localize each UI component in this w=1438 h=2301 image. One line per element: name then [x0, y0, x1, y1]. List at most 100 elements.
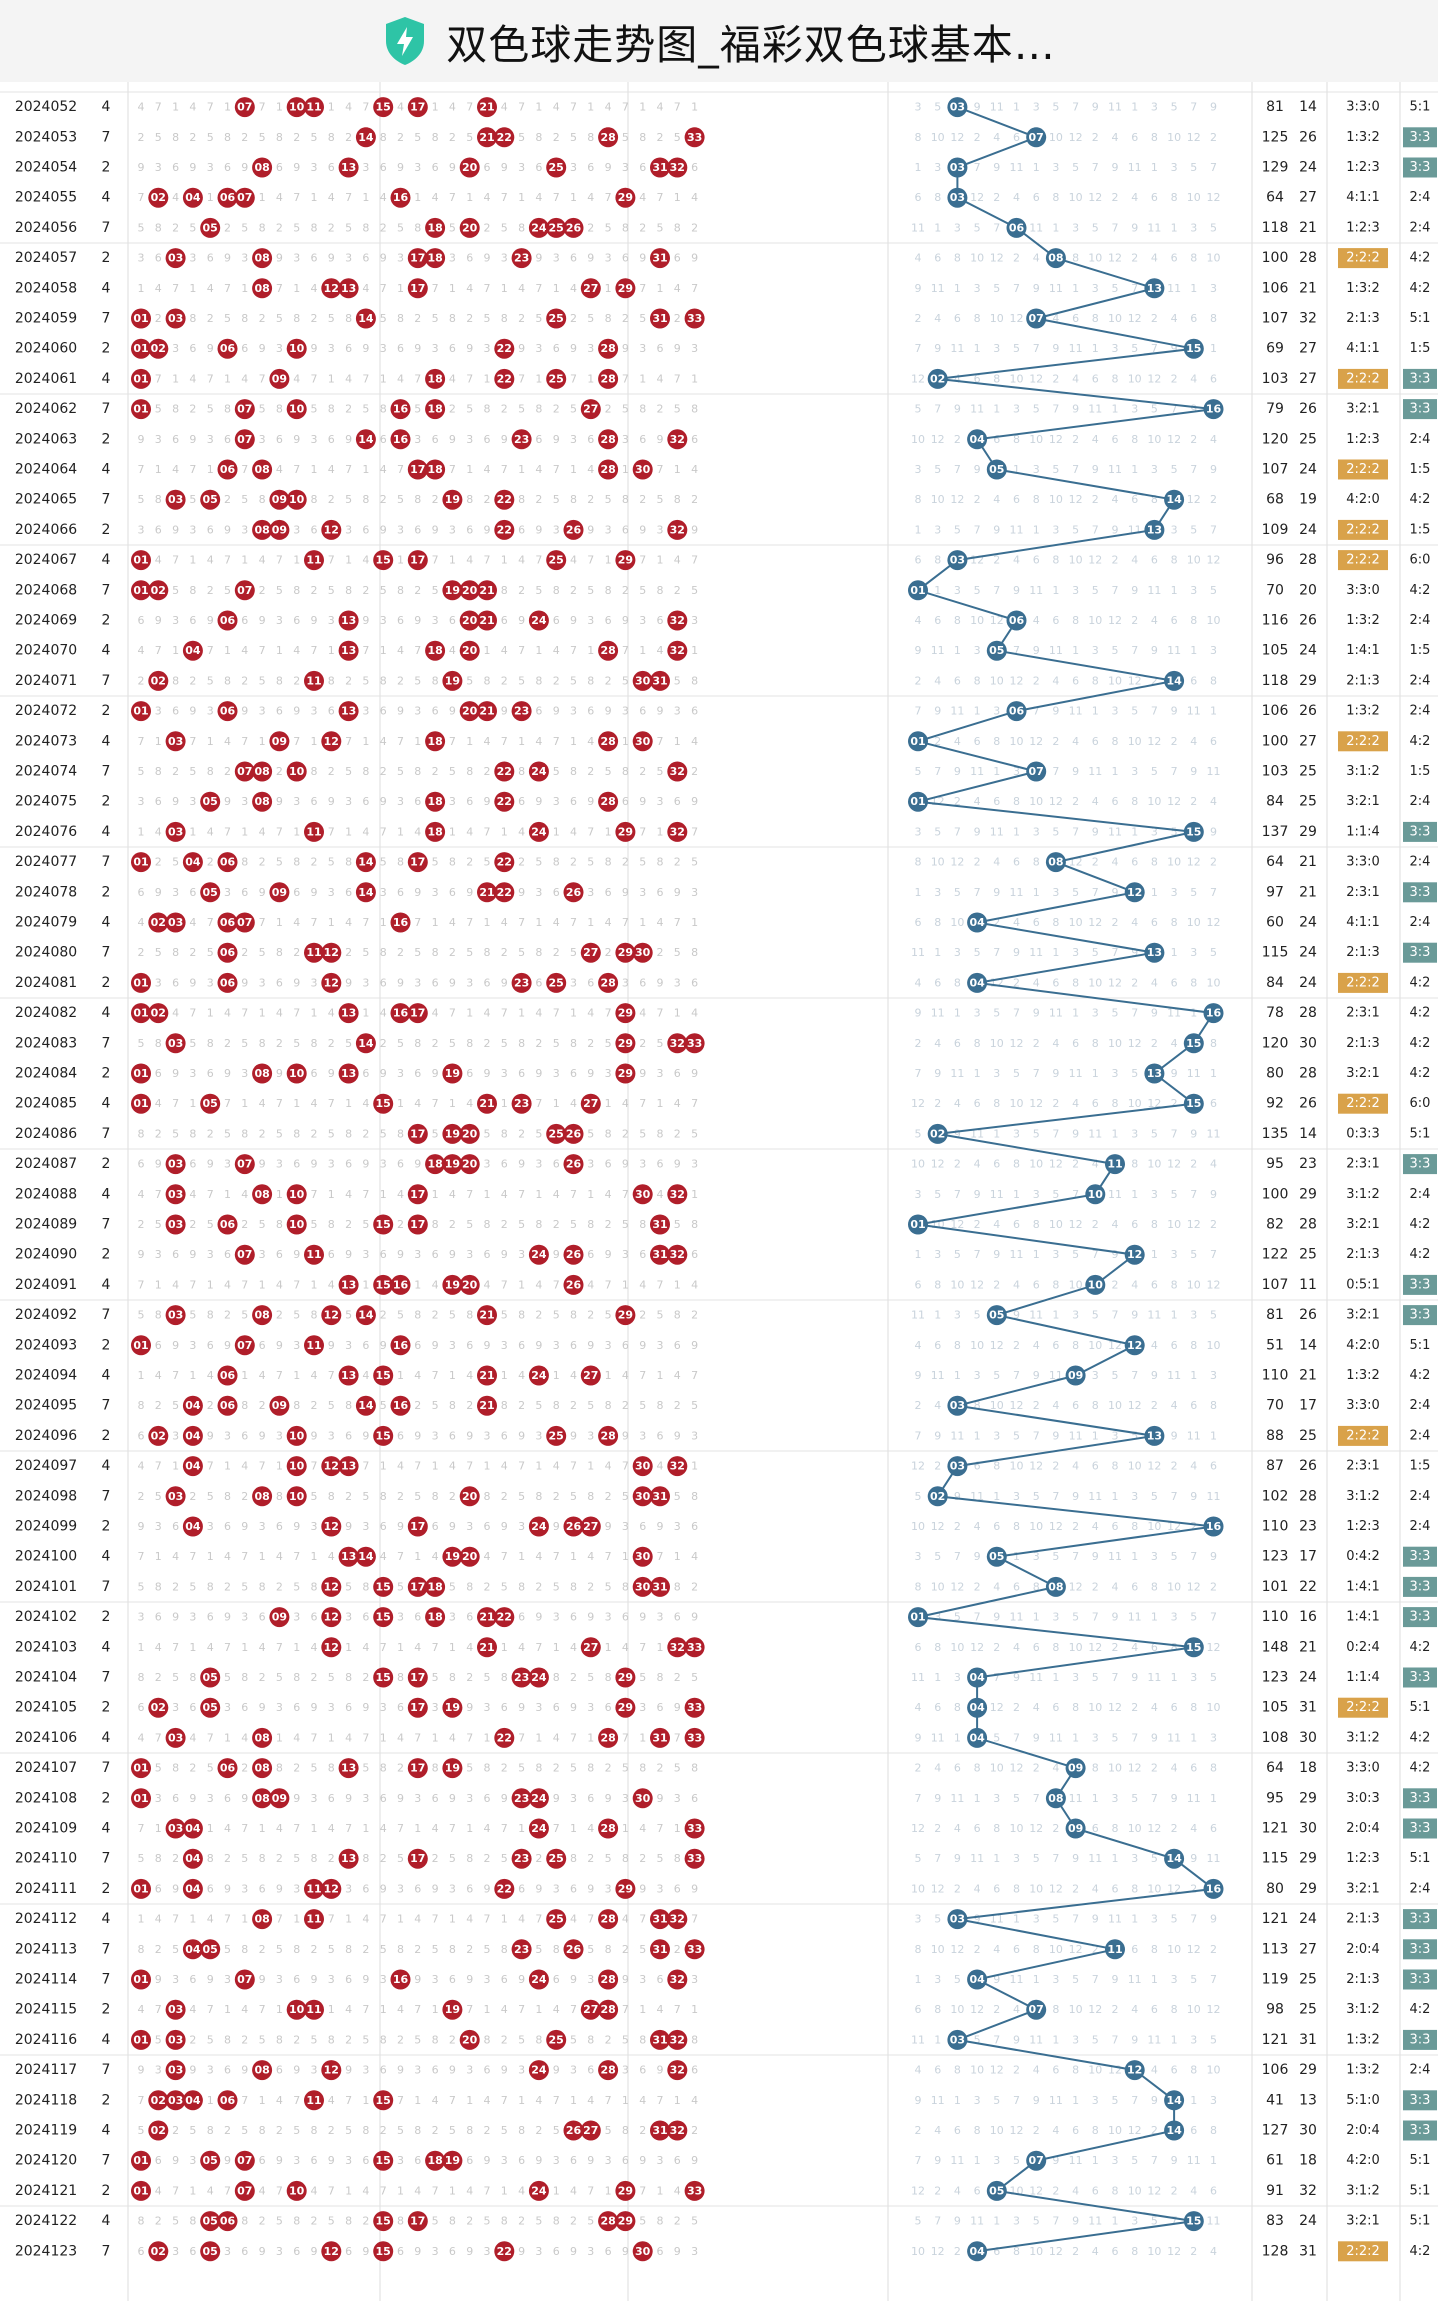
- miss-count: 9: [657, 2064, 664, 2077]
- miss-count: 1: [657, 1641, 664, 1654]
- trend-chart-table[interactable]: 4 7 1 4 7 1 7 1 1 4 7 4 1 4 7 4 7 1 4 7 1 4 7 1 4 7 1 3 5 9 11 1 3 5 7 9 11 1…: [0, 82, 1438, 2301]
- table-row[interactable]: [0, 846, 1438, 873]
- miss-count: 8: [397, 1127, 404, 1140]
- miss-count: 7: [934, 765, 941, 778]
- sum-value: 69: [1266, 341, 1284, 357]
- table-row[interactable]: [148, 2120, 1437, 2141]
- miss-count: 5: [466, 131, 473, 144]
- miss-count: 9: [293, 2064, 300, 2077]
- table-row[interactable]: [234, 1244, 688, 1265]
- miss-count: 9: [1210, 825, 1217, 838]
- miss-count: 2: [622, 1943, 629, 1956]
- table-row[interactable]: [0, 91, 1438, 118]
- table-row[interactable]: [0, 1450, 1438, 1477]
- miss-count: 6: [1151, 554, 1158, 567]
- table-row[interactable]: [234, 429, 688, 450]
- miss-count: 2: [934, 1822, 941, 1835]
- table-row[interactable]: [0, 2054, 1438, 2081]
- issue-number: 2024059: [15, 311, 77, 327]
- miss-count: 6: [553, 1973, 560, 1986]
- miss-count: 2: [535, 1580, 542, 1593]
- miss-count: 5: [172, 1127, 179, 1140]
- miss-count: 4: [432, 1822, 439, 1835]
- miss-count: 5: [501, 221, 508, 234]
- table-row[interactable]: [165, 1818, 1437, 1839]
- miss-count: 4: [974, 1158, 981, 1171]
- table-row[interactable]: [131, 338, 619, 359]
- miss-count: 12: [990, 252, 1004, 265]
- miss-count: 1: [691, 1188, 698, 1201]
- sum-value: 109: [1262, 522, 1289, 538]
- miss-count: 1: [224, 644, 231, 657]
- red-ball-number: 07: [237, 403, 252, 416]
- miss-count: 8: [934, 1641, 941, 1654]
- issue-number: 2024061: [15, 371, 77, 387]
- miss-count: 1: [345, 1097, 352, 1110]
- table-row[interactable]: [148, 2090, 1437, 2111]
- issue-number: 2024069: [15, 613, 77, 629]
- miss-count: 5: [138, 765, 145, 778]
- red-ball: [304, 97, 324, 118]
- red-ball-number: 17: [410, 1127, 425, 1140]
- miss-count: 1: [974, 705, 981, 718]
- miss-count: 4: [674, 1369, 681, 1382]
- table-row[interactable]: [252, 278, 636, 299]
- miss-count: 3: [241, 1882, 248, 1895]
- table-row[interactable]: [0, 1299, 1438, 1326]
- table-row[interactable]: [165, 489, 515, 510]
- red-ball-number: 01: [133, 2033, 148, 2046]
- sum-tail: 2: [102, 431, 111, 447]
- miss-count: 12: [1069, 1943, 1083, 1956]
- miss-count: 4: [1013, 554, 1020, 567]
- table-row[interactable]: [0, 242, 1438, 269]
- red-ball-number: 25: [549, 312, 564, 325]
- table-row[interactable]: [0, 1752, 1438, 1779]
- red-ball-number: 19: [445, 1762, 460, 1775]
- table-row[interactable]: [0, 1903, 1438, 1930]
- table-row[interactable]: [0, 1601, 1438, 1628]
- miss-count: 1: [362, 1007, 369, 1020]
- red-ball-circle: [217, 187, 238, 208]
- red-ball-number: 26: [566, 1520, 582, 1533]
- miss-count: 9: [639, 252, 646, 265]
- table-row[interactable]: [165, 1999, 619, 2020]
- miss-count: 8: [293, 1943, 300, 1956]
- miss-count: 4: [691, 1550, 698, 1563]
- miss-count: 5: [518, 131, 525, 144]
- miss-count: 1: [207, 1278, 214, 1291]
- miss-count: 9: [1092, 1913, 1099, 1926]
- miss-count: 3: [1033, 1913, 1040, 1926]
- miss-count: 7: [311, 916, 318, 929]
- red-ball-number: 29: [618, 2184, 633, 2197]
- miss-count: 5: [432, 1399, 439, 1412]
- miss-count: 7: [501, 463, 508, 476]
- table-row[interactable]: [0, 544, 1438, 571]
- miss-count: 4: [535, 1007, 542, 1020]
- table-row[interactable]: [0, 1148, 1438, 1175]
- miss-count: 2: [570, 1671, 577, 1684]
- miss-count: 5: [207, 2033, 214, 2046]
- table-row[interactable]: [182, 1939, 1437, 1960]
- miss-count: 10: [950, 916, 964, 929]
- table-row[interactable]: [165, 821, 1437, 842]
- table-row[interactable]: [131, 972, 1388, 993]
- zone-ratio: 1:3:2: [1346, 2063, 1380, 2078]
- miss-count: 1: [449, 825, 456, 838]
- miss-count: 8: [535, 674, 542, 687]
- table-row[interactable]: [148, 187, 636, 208]
- miss-count: 2: [974, 856, 981, 869]
- miss-count: 9: [674, 1701, 681, 1714]
- table-row[interactable]: [200, 217, 584, 238]
- table-row[interactable]: [252, 519, 1388, 540]
- miss-count: 2: [1210, 493, 1217, 506]
- miss-count: 4: [138, 1731, 145, 1744]
- miss-count: 1: [1013, 1188, 1020, 1201]
- miss-count: 6: [241, 342, 248, 355]
- table-row[interactable]: [0, 695, 1438, 722]
- miss-count: 2: [639, 1309, 646, 1322]
- table-row[interactable]: [355, 127, 1437, 148]
- miss-count: 4: [259, 825, 266, 838]
- sum-tail: 2: [102, 1790, 111, 1806]
- miss-count: 7: [570, 2003, 577, 2016]
- table-row[interactable]: [252, 157, 1437, 178]
